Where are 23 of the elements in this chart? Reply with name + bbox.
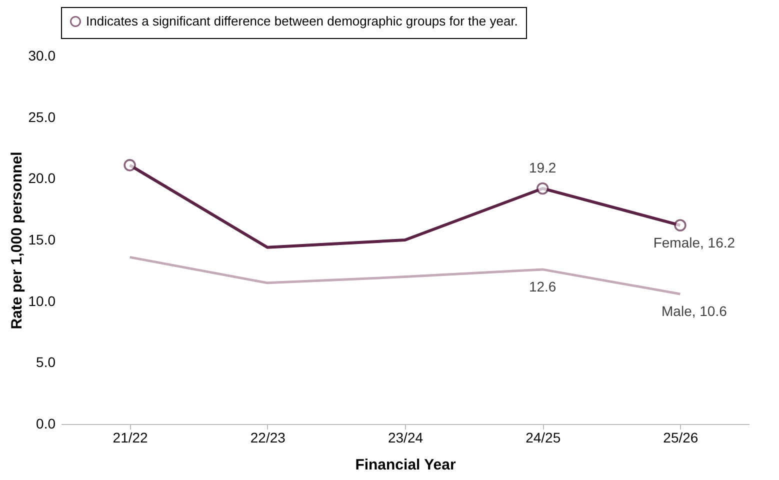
- legend-label: Indicates a significant difference between demographic groups for the year.: [86, 14, 518, 28]
- data-label: 12.6: [528, 278, 556, 294]
- point: [536, 182, 549, 195]
- data-label: Female, 16.2: [653, 234, 736, 250]
- y-tick-label: 30.0: [28, 48, 56, 64]
- x-tick-label: 21/22: [112, 430, 148, 446]
- y-tick-label: 5.0: [36, 354, 56, 370]
- data-label: Male, 10.6: [662, 302, 728, 319]
- line-series: [128, 256, 682, 296]
- x-tick-label: 24/25: [526, 430, 561, 446]
- x-axis-title: Financial Year: [355, 456, 456, 474]
- y-tick-label: 0.0: [36, 416, 56, 432]
- y-tick-label: 10.0: [28, 292, 56, 309]
- y-axis-title: Rate per 1,000 personnel: [8, 152, 26, 330]
- point: [674, 219, 686, 232]
- x-tick-label: 23/24: [388, 430, 424, 446]
- x-tick-label: 25/26: [663, 430, 698, 446]
- y-tick-label: 15.0: [28, 232, 56, 248]
- point: [124, 159, 136, 172]
- y-tick-label: 20.0: [28, 170, 56, 186]
- y-tick-label: 25.0: [28, 108, 56, 125]
- data-label: 19.2: [528, 159, 556, 176]
- x-tick-label: 22/23: [250, 430, 286, 446]
